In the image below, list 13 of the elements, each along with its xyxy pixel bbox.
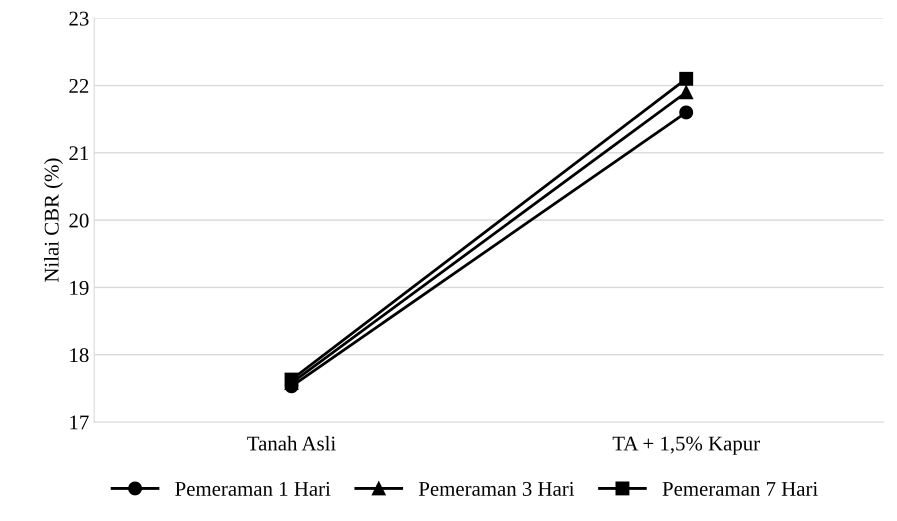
x-tick-label: Tanah Asli (247, 436, 336, 451)
y-tick-label: 21 (69, 146, 88, 160)
legend-label: Pemeraman 7 Hari (662, 482, 818, 496)
y-tick-label: 17 (70, 415, 89, 430)
y-tick-label: 19 (70, 280, 88, 295)
y-tick-label: 20 (69, 213, 89, 228)
y-tick-label: 22 (69, 78, 88, 93)
y-axis-title: Nilai CBR (%) (44, 158, 63, 282)
legend-label: Pemeraman 3 Hari (418, 482, 574, 496)
y-tick-label: 23 (69, 12, 89, 26)
legend-label: Pemeraman 1 Hari (175, 482, 330, 496)
x-tick-label: TA + 1,5% Kapur (612, 436, 760, 455)
y-tick-label: 18 (70, 348, 89, 362)
